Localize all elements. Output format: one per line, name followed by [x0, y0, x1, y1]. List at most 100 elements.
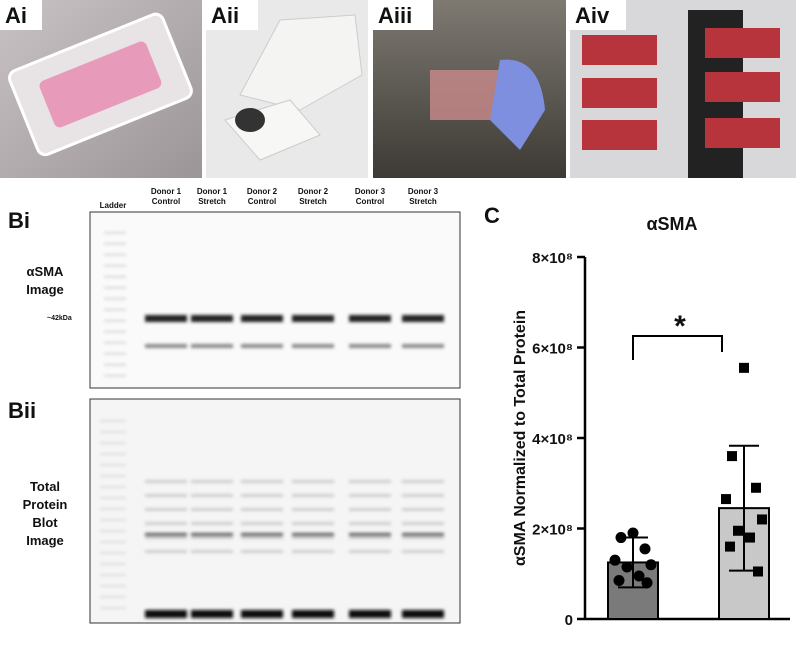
- ladder-band: [104, 309, 126, 311]
- lane-label: Stretch: [198, 197, 226, 206]
- data-point: [613, 575, 625, 587]
- band: [145, 480, 187, 483]
- panel-label: Ai: [5, 3, 27, 28]
- y-tick-label: 2×10⁸: [532, 522, 573, 539]
- ladder-band: [100, 541, 126, 543]
- band: [292, 315, 334, 322]
- data-point: [609, 554, 621, 566]
- data-point: [621, 561, 633, 573]
- blot-label: αSMA: [27, 264, 64, 279]
- lane-label: Stretch: [299, 197, 327, 206]
- band: [349, 480, 391, 483]
- band: [241, 494, 283, 497]
- ladder-band: [100, 552, 126, 554]
- band: [145, 550, 187, 553]
- data-point: [641, 577, 653, 589]
- y-tick-label: 6×10⁸: [532, 341, 573, 358]
- data-point: [721, 494, 731, 505]
- band: [402, 610, 444, 618]
- ladder-band: [104, 331, 126, 333]
- ladder-band: [100, 508, 126, 510]
- ladder-band: [100, 585, 126, 587]
- ladder-band: [100, 519, 126, 521]
- ladder-band: [100, 607, 126, 609]
- blot-asma: [89, 211, 461, 389]
- band: [145, 344, 187, 348]
- ladder-band: [104, 243, 126, 245]
- y-tick-label: 4×10⁸: [532, 431, 573, 448]
- band: [349, 536, 391, 539]
- lane-label: Stretch: [409, 197, 437, 206]
- chart-title: αSMA: [646, 214, 697, 234]
- ladder-band: [100, 464, 126, 466]
- band: [191, 533, 233, 536]
- band: [402, 536, 444, 539]
- band: [292, 344, 334, 348]
- lane-label: Donor 1: [151, 187, 182, 196]
- lane-label: Control: [248, 197, 276, 206]
- ladder-band: [100, 420, 126, 422]
- band: [241, 522, 283, 525]
- data-point: [745, 532, 755, 543]
- blot-label: Total: [30, 479, 60, 494]
- blot-label: Image: [26, 282, 64, 297]
- ladder-band: [104, 298, 126, 300]
- data-point: [753, 566, 763, 577]
- ladder-band: [100, 530, 126, 532]
- band: [292, 533, 334, 536]
- ladder-band: [100, 596, 126, 598]
- ladder-band: [104, 232, 126, 234]
- band: [349, 550, 391, 553]
- ladder-band: [100, 574, 126, 576]
- data-point: [627, 527, 639, 539]
- significance-bracket: [632, 335, 723, 360]
- band: [241, 610, 283, 618]
- ladder-band: [104, 353, 126, 355]
- lane-label: Donor 1: [197, 187, 228, 196]
- band: [191, 536, 233, 539]
- band: [145, 508, 187, 511]
- y-tick-label: 8×10⁸: [532, 250, 573, 267]
- band: [349, 533, 391, 536]
- band: [292, 494, 334, 497]
- band: [292, 508, 334, 511]
- band: [349, 315, 391, 322]
- band: [191, 494, 233, 497]
- band: [191, 315, 233, 322]
- band: [292, 480, 334, 483]
- data-point: [751, 482, 761, 493]
- band: [145, 533, 187, 536]
- ladder-band: [100, 475, 126, 477]
- data-point: [733, 525, 743, 536]
- data-point: [615, 532, 627, 544]
- ladder-band: [104, 276, 126, 278]
- band: [145, 610, 187, 618]
- lane-label: Donor 3: [355, 187, 386, 196]
- panel-label: Aiii: [378, 3, 412, 28]
- band: [402, 508, 444, 511]
- ladder-band: [100, 431, 126, 433]
- panel-label: Aiv: [575, 3, 610, 28]
- band: [402, 344, 444, 348]
- panel-label: Aii: [211, 3, 239, 28]
- lane-label: Ladder: [100, 201, 127, 210]
- ladder-band: [100, 442, 126, 444]
- band: [145, 494, 187, 497]
- ladder-band: [100, 486, 126, 488]
- photo-ai: [0, 0, 202, 178]
- ladder-band: [104, 320, 126, 322]
- band: [292, 610, 334, 618]
- lane-label: Control: [152, 197, 180, 206]
- marker-label: ~42kDa: [47, 315, 72, 322]
- y-tick-label: 0: [565, 612, 573, 629]
- blot-label: Image: [26, 533, 64, 548]
- data-point: [639, 543, 651, 555]
- band: [349, 344, 391, 348]
- blot-label: Blot: [32, 515, 58, 530]
- ladder-band: [104, 287, 126, 289]
- data-point: [645, 559, 657, 571]
- significance: *: [674, 310, 686, 343]
- band: [402, 315, 444, 322]
- ladder-band: [104, 375, 126, 377]
